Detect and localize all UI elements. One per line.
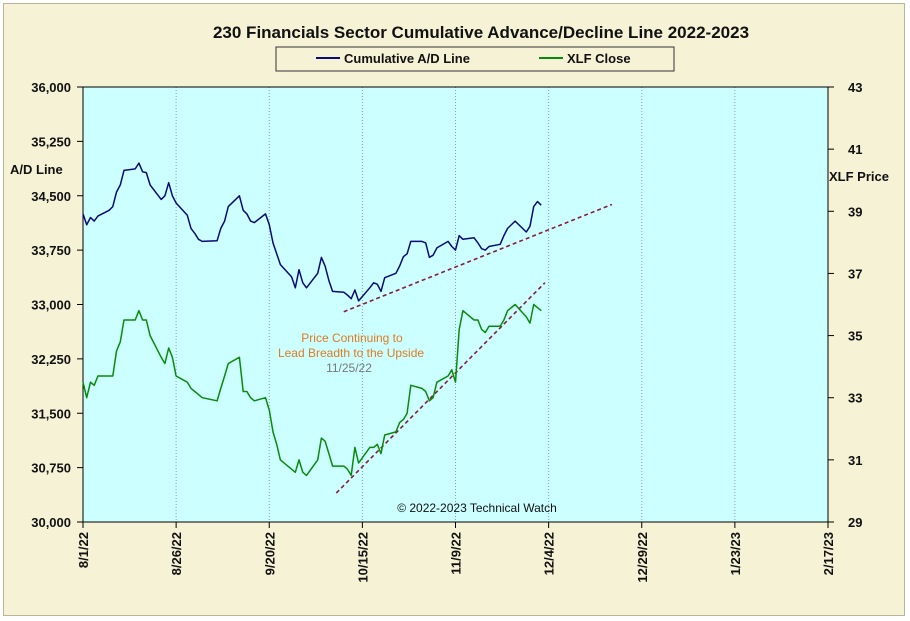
chart-title: 230 Financials Sector Cumulative Advance…	[213, 23, 749, 42]
left-tick-label: 32,250	[31, 352, 71, 367]
x-tick-label: 12/29/22	[635, 532, 650, 583]
left-axis: 30,000 30,750 31,500 32,250 33,000 33,750 34,5…	[31, 80, 83, 530]
left-tick-label: 35,250	[31, 134, 71, 149]
gridlines	[175, 87, 736, 522]
right-tick-label: 41	[848, 142, 862, 157]
annotation-line-1: Price Continuing to	[301, 331, 403, 345]
annotation-date: 11/25/22	[326, 361, 372, 375]
copyright-text: © 2022-2023 Technical Watch	[397, 501, 557, 515]
left-tick-label: 30,750	[31, 461, 71, 476]
legend-box	[275, 46, 675, 72]
right-tick-label: 33	[848, 391, 862, 406]
x-tick-label: 10/15/22	[355, 532, 370, 583]
right-tick-label: 43	[848, 80, 862, 95]
x-tick-label: 9/20/22	[262, 532, 277, 575]
x-tick-label: 11/9/22	[449, 532, 464, 575]
series	[82, 162, 542, 477]
left-tick-label: 33,000	[31, 298, 71, 313]
left-tick-label: 31,500	[31, 406, 71, 421]
x-axis: 8/1/22 8/26/22 9/20/22 10/15/22 11/9/22 12/4/…	[76, 522, 836, 583]
series-line-ad	[82, 162, 542, 302]
legend: Cumulative A/D Line XLF Close	[275, 46, 675, 72]
right-axis-title: XLF Price	[829, 169, 889, 184]
plot-area	[82, 86, 829, 523]
left-tick-label: 34,500	[31, 189, 71, 204]
left-tick-label: 36,000	[31, 80, 71, 95]
left-tick-label: 30,000	[31, 515, 71, 530]
x-tick-label: 2/17/23	[821, 532, 836, 575]
trendline-1	[343, 203, 613, 313]
x-tick-label: 8/1/22	[76, 532, 91, 568]
series-line-xlf	[82, 303, 542, 477]
trendlines	[335, 203, 613, 494]
x-tick-label: 1/23/23	[728, 532, 743, 575]
left-axis-title: A/D Line	[10, 162, 63, 177]
trendline-2	[335, 282, 546, 494]
right-tick-label: 39	[848, 204, 862, 219]
legend-label-ad: Cumulative A/D Line	[344, 51, 470, 66]
x-tick-label: 12/4/22	[542, 532, 557, 575]
right-tick-label: 35	[848, 329, 862, 344]
right-tick-label: 37	[848, 266, 862, 281]
x-tick-label: 8/26/22	[169, 532, 184, 575]
annotation: Price Continuing to Lead Breadth to the …	[278, 331, 424, 375]
right-axis: 29 31 33 35 37 39 41 43	[828, 80, 862, 530]
right-tick-label: 31	[848, 453, 862, 468]
left-tick-label: 33,750	[31, 243, 71, 258]
legend-label-xlf: XLF Close	[567, 51, 631, 66]
annotation-line-2: Lead Breadth to the Upside	[278, 346, 424, 360]
right-tick-label: 29	[848, 515, 862, 530]
